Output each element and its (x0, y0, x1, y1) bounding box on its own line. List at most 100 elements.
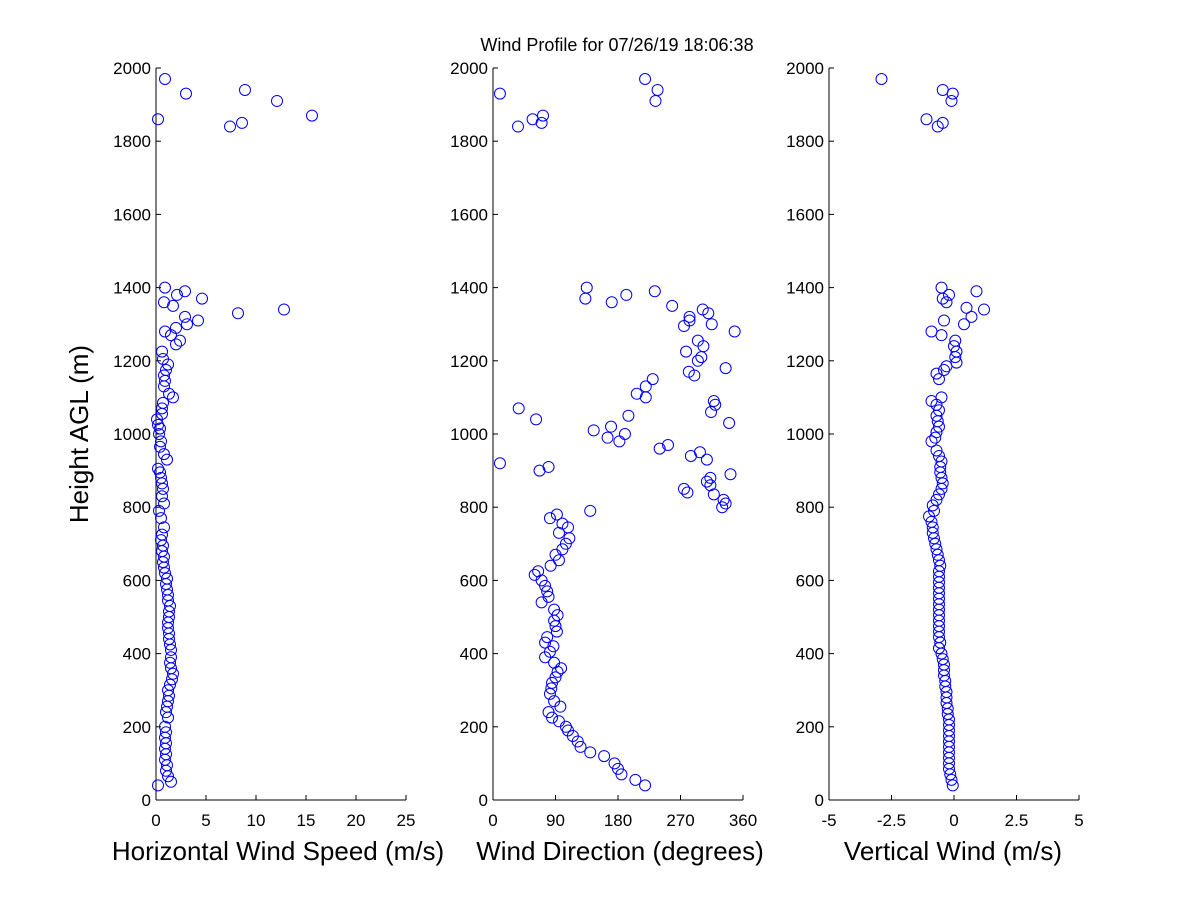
data-point (158, 296, 170, 309)
data-point (157, 396, 169, 409)
data-point (648, 285, 661, 298)
data-point (158, 369, 170, 382)
data-point (548, 603, 561, 616)
data-point (662, 438, 674, 451)
data-point (926, 521, 939, 534)
data-point (929, 537, 942, 550)
data-point (700, 453, 713, 466)
data-point (170, 338, 182, 351)
data-point (646, 373, 659, 386)
data-point (704, 479, 717, 492)
data-point (181, 318, 193, 331)
data-point (938, 314, 950, 327)
data-point (683, 314, 696, 327)
data-point (930, 493, 943, 506)
data-point (545, 682, 558, 695)
data-point (153, 428, 165, 440)
data-point (925, 515, 938, 528)
data-point (160, 726, 172, 739)
y-tick-label: 2000 (786, 59, 824, 78)
x-tick-label: 25 (397, 811, 416, 830)
data-point (584, 504, 597, 517)
y-tick-label: 1600 (786, 205, 824, 224)
data-point (705, 318, 718, 331)
data-point (601, 431, 614, 444)
data-point (158, 448, 170, 461)
y-tick-label: 200 (123, 718, 151, 737)
x-tick-label: 180 (604, 811, 632, 830)
data-point (931, 548, 944, 561)
y-tick-label: 200 (460, 718, 488, 737)
data-point (925, 325, 938, 338)
data-point (935, 455, 948, 468)
data-point (152, 113, 164, 126)
x-tick-label: -5 (821, 811, 836, 830)
data-point (936, 477, 949, 490)
y-tick-label: 1200 (450, 352, 488, 371)
data-point (933, 554, 945, 567)
data-point (622, 409, 635, 422)
y-tick-label: 800 (460, 498, 488, 517)
x-axis-label: Horizontal Wind Speed (m/s) (112, 836, 444, 866)
data-point (945, 773, 958, 786)
y-tick-label: 1000 (113, 425, 151, 444)
data-point (550, 508, 563, 521)
data-point (160, 363, 172, 376)
x-tick-label: 5 (1074, 811, 1083, 830)
data-point (170, 321, 182, 334)
data-point (696, 303, 709, 316)
data-point (958, 318, 970, 331)
data-point (693, 446, 706, 459)
data-point (544, 559, 557, 572)
data-point (724, 468, 737, 481)
data-point (159, 325, 171, 338)
data-point (639, 779, 652, 792)
data-point (547, 640, 560, 653)
y-tick-label: 600 (796, 571, 824, 590)
y-tick-label: 1200 (786, 352, 824, 371)
panel-horizontal-wind-speed: Horizontal Wind Speed (m/s) Height AGL (… (64, 59, 444, 866)
data-point (943, 288, 955, 301)
data-point (639, 72, 652, 85)
data-point (580, 281, 593, 294)
data-point (165, 775, 177, 788)
data-point (155, 534, 167, 547)
data-point (933, 420, 945, 433)
data-point (156, 490, 168, 503)
data-point (970, 285, 983, 298)
data-point (965, 310, 978, 323)
y-tick-label: 1400 (786, 279, 824, 298)
y-tick-label: 0 (479, 791, 488, 810)
x-tick-label: 5 (201, 811, 210, 830)
data-point (542, 590, 555, 603)
data-point (493, 87, 506, 100)
data-point (938, 658, 950, 671)
data-point (930, 543, 943, 556)
data-point (940, 296, 953, 309)
x-tick-label: 90 (546, 811, 565, 830)
data-point (608, 757, 621, 770)
data-point (928, 504, 940, 517)
data-point (936, 653, 949, 666)
data-point (537, 109, 549, 122)
data-point (683, 310, 696, 323)
y-tick-label: 600 (460, 571, 488, 590)
data-point (574, 740, 587, 753)
data-point (605, 420, 618, 433)
data-point (948, 340, 960, 353)
data-point (875, 72, 888, 85)
data-point (935, 281, 948, 294)
data-point (935, 391, 948, 404)
x-tick-label: 360 (729, 811, 757, 830)
data-point (528, 568, 541, 581)
data-point (154, 440, 166, 453)
data-point (723, 417, 736, 430)
data-point (541, 585, 554, 598)
data-point (157, 352, 169, 365)
data-point (920, 113, 933, 126)
data-point (548, 656, 561, 669)
data-point (159, 281, 171, 294)
y-tick-label: 200 (796, 718, 824, 737)
data-point (155, 512, 167, 525)
